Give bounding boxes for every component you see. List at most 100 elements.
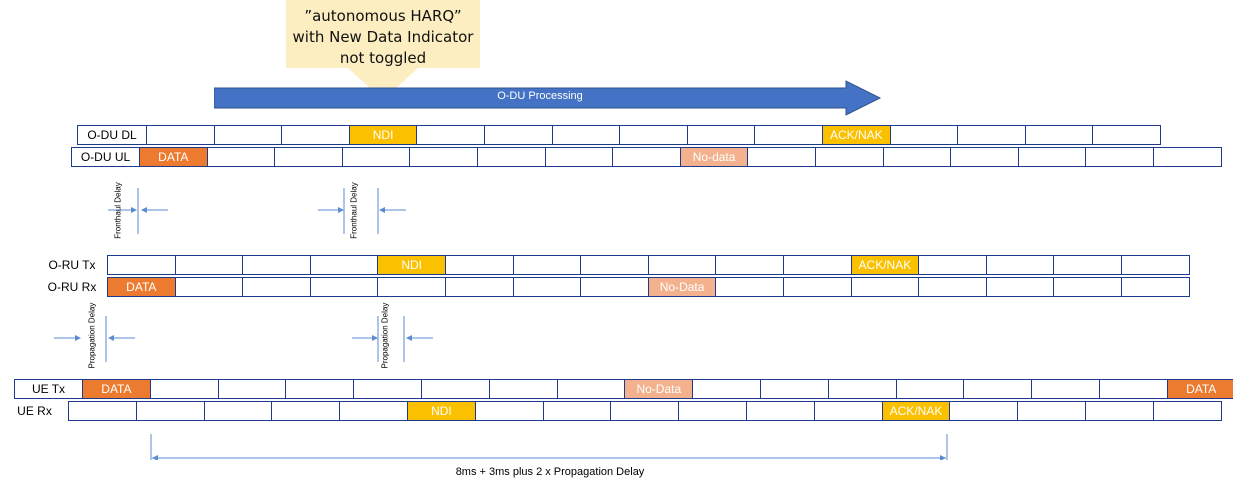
oru-rx-slot-2 bbox=[174, 277, 244, 297]
oru-tx-slot-3 bbox=[242, 255, 311, 275]
odu-dl-slot-2 bbox=[213, 125, 283, 145]
oru-rx-slot-5 bbox=[377, 277, 446, 297]
oru-tx-slot-7 bbox=[512, 255, 582, 275]
odu-ul-slot-5 bbox=[409, 147, 478, 167]
odu-ul-slot-8 bbox=[612, 147, 681, 167]
oru-tx-row: O-RU Tx NDI ACK/NAK bbox=[0, 255, 1233, 275]
odu-processing-label: O-DU Processing bbox=[497, 90, 583, 102]
ue-tx-slot-11 bbox=[760, 379, 829, 399]
odu-ul-slot-12 bbox=[882, 147, 952, 167]
ue-tx-slot-14 bbox=[963, 379, 1033, 399]
ue-rx-slot-12 bbox=[813, 401, 883, 421]
odu-ul-row: O-DU UL DATA No-data bbox=[0, 147, 1233, 167]
oru-tx-slot-14 bbox=[985, 255, 1055, 275]
ue-tx-slot-13 bbox=[895, 379, 965, 399]
oru-tx-slot-12: ACK/NAK bbox=[850, 255, 920, 275]
ue-rx-slot-3 bbox=[203, 401, 273, 421]
odu-dl-slot-13 bbox=[957, 125, 1026, 145]
oru-tx-slot-4 bbox=[309, 255, 379, 275]
ue-rx-slot-10 bbox=[678, 401, 747, 421]
ue-tx-slot-1: DATA bbox=[82, 379, 151, 399]
propagation-delay-text-2: Propagation Delay bbox=[380, 302, 390, 369]
oru-rx-slot-15 bbox=[1053, 277, 1122, 297]
ue-rx-slot-6: NDI bbox=[407, 401, 476, 421]
odu-ul-slot-4 bbox=[341, 147, 411, 167]
odu-dl-slot-6 bbox=[484, 125, 553, 145]
odu-dl-slot-12 bbox=[889, 125, 959, 145]
ue-tx-slot-2 bbox=[149, 379, 219, 399]
oru-tx-slot-9 bbox=[647, 255, 717, 275]
odu-ul-slot-1: DATA bbox=[139, 147, 208, 167]
ue-tx-slot-5 bbox=[353, 379, 422, 399]
fronthaul-delay-marker-1 bbox=[108, 188, 168, 234]
odu-dl-label: O-DU DL bbox=[77, 125, 147, 145]
callout-line-2: with New Data Indicator bbox=[292, 28, 474, 46]
ue-rx-slot-16 bbox=[1085, 401, 1154, 421]
propagation-delay-marker-2 bbox=[352, 316, 433, 362]
oru-tx-slot-11 bbox=[783, 255, 852, 275]
ue-rx-slot-15 bbox=[1017, 401, 1086, 421]
ue-rx-slot-13: ACK/NAK bbox=[881, 401, 951, 421]
odu-ul-label: O-DU UL bbox=[71, 147, 140, 167]
oru-rx-slot-7 bbox=[512, 277, 582, 297]
total-span-arrow bbox=[150, 434, 948, 460]
callout-line-1: ”autonomous HARQ” bbox=[304, 7, 462, 25]
odu-ul-slot-11 bbox=[815, 147, 884, 167]
odu-dl-slot-3 bbox=[281, 125, 350, 145]
oru-tx-slot-16 bbox=[1121, 255, 1190, 275]
oru-tx-slot-6 bbox=[445, 255, 514, 275]
fronthaul-delay-label-2: Fronthaul Delay bbox=[350, 181, 359, 241]
oru-rx-label: O-RU Rx bbox=[36, 277, 108, 297]
oru-rx-slot-3 bbox=[242, 277, 311, 297]
ue-rx-slot-17 bbox=[1152, 401, 1222, 421]
oru-rx-slot-10 bbox=[715, 277, 784, 297]
odu-dl-slot-10 bbox=[754, 125, 823, 145]
ue-rx-slot-2 bbox=[135, 401, 205, 421]
ue-rx-label: UE Rx bbox=[0, 401, 69, 421]
ue-rx-slot-8 bbox=[542, 401, 612, 421]
oru-rx-slot-9: No-Data bbox=[647, 277, 717, 297]
odu-ul-slot-10 bbox=[747, 147, 816, 167]
oru-rx-slot-11 bbox=[783, 277, 852, 297]
odu-ul-slot-13 bbox=[950, 147, 1019, 167]
ue-tx-slot-17: DATA bbox=[1166, 379, 1233, 399]
oru-rx-slot-13 bbox=[918, 277, 987, 297]
odu-ul-slot-15 bbox=[1085, 147, 1154, 167]
ue-rx-slot-7 bbox=[474, 401, 544, 421]
oru-rx-slot-16 bbox=[1121, 277, 1190, 297]
ue-tx-slot-8 bbox=[556, 379, 626, 399]
ue-rx-slot-9 bbox=[610, 401, 680, 421]
odu-dl-slot-4: NDI bbox=[348, 125, 418, 145]
fronthaul-delay-text-1: Fronthaul Delay bbox=[113, 182, 123, 239]
odu-dl-slot-11: ACK/NAK bbox=[822, 125, 891, 145]
oru-tx-slot-1 bbox=[107, 255, 176, 275]
odu-ul-slot-6 bbox=[477, 147, 546, 167]
oru-tx-slot-5: NDI bbox=[377, 255, 446, 275]
odu-dl-slot-14 bbox=[1024, 125, 1094, 145]
total-span-label: 8ms + 3ms plus 2 x Propagation Delay bbox=[455, 466, 645, 478]
propagation-delay-label-2: Propagation Delay bbox=[381, 303, 390, 369]
fronthaul-delay-marker-2 bbox=[318, 188, 406, 234]
odu-dl-slot-7 bbox=[551, 125, 621, 145]
odu-dl-slot-8 bbox=[619, 125, 688, 145]
callout-text: ”autonomous HARQ” with New Data Indicato… bbox=[286, 6, 480, 69]
odu-dl-slot-1 bbox=[146, 125, 215, 145]
ue-tx-slot-6 bbox=[421, 379, 490, 399]
ue-tx-slot-4 bbox=[285, 379, 355, 399]
ue-tx-label: UE Tx bbox=[14, 379, 83, 399]
odu-dl-slot-5 bbox=[416, 125, 485, 145]
ue-tx-slot-7 bbox=[488, 379, 558, 399]
callout-line-3: not toggled bbox=[339, 49, 427, 67]
harq-callout: ”autonomous HARQ” with New Data Indicato… bbox=[286, 0, 480, 100]
oru-rx-slot-4 bbox=[309, 277, 379, 297]
ue-rx-slot-1 bbox=[68, 401, 137, 421]
oru-rx-slot-6 bbox=[445, 277, 514, 297]
ue-rx-slot-4 bbox=[271, 401, 341, 421]
odu-ul-slot-16 bbox=[1153, 147, 1222, 167]
oru-rx-row: O-RU Rx DATA No-Data bbox=[0, 277, 1233, 297]
oru-rx-slot-1: DATA bbox=[107, 277, 176, 297]
propagation-delay-label-1: Propagation Delay bbox=[88, 303, 97, 369]
ue-tx-slot-10 bbox=[692, 379, 761, 399]
odu-processing-arrow bbox=[214, 80, 882, 116]
odu-dl-row: O-DU DL NDI ACK/NAK bbox=[0, 125, 1233, 145]
